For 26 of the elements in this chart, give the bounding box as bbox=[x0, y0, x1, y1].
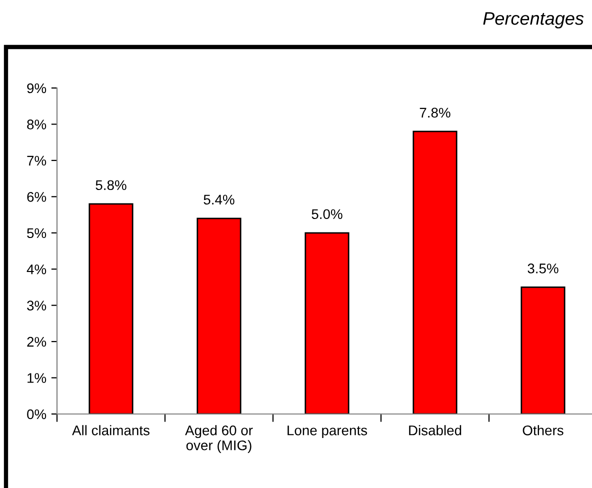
bar bbox=[304, 232, 350, 414]
x-tick-label: Others bbox=[522, 425, 564, 436]
y-tick-label: 8% bbox=[27, 120, 46, 130]
y-tick-label: 3% bbox=[27, 300, 46, 311]
data-label: 5.8% bbox=[96, 180, 126, 190]
bar bbox=[196, 218, 242, 414]
y-tick-label: 5% bbox=[27, 228, 46, 238]
data-label: 5.0% bbox=[312, 209, 342, 220]
data-label: 5.4% bbox=[204, 194, 234, 205]
y-tick-label: 0% bbox=[27, 409, 46, 420]
x-tick-label: Aged 60 or over (MIG) bbox=[185, 425, 253, 454]
y-tick-label: 4% bbox=[26, 264, 46, 274]
y-tick-label: 6% bbox=[27, 192, 46, 202]
y-tick-label: 7% bbox=[27, 156, 46, 166]
x-tick-label: Lone parents bbox=[288, 426, 368, 438]
y-tick-label: 2% bbox=[27, 336, 46, 347]
bar bbox=[520, 286, 566, 414]
y-tick-label: 1% bbox=[28, 373, 46, 383]
data-label: 3.5% bbox=[528, 264, 558, 274]
chart-subtitle: Percentages bbox=[483, 12, 584, 28]
y-tick-label: 9% bbox=[27, 83, 46, 94]
x-tick-label: All claimants bbox=[72, 425, 150, 436]
data-label: 7.8% bbox=[420, 108, 450, 118]
x-tick-label: Disabled bbox=[409, 425, 462, 436]
bar bbox=[412, 130, 458, 414]
bar bbox=[88, 203, 134, 414]
